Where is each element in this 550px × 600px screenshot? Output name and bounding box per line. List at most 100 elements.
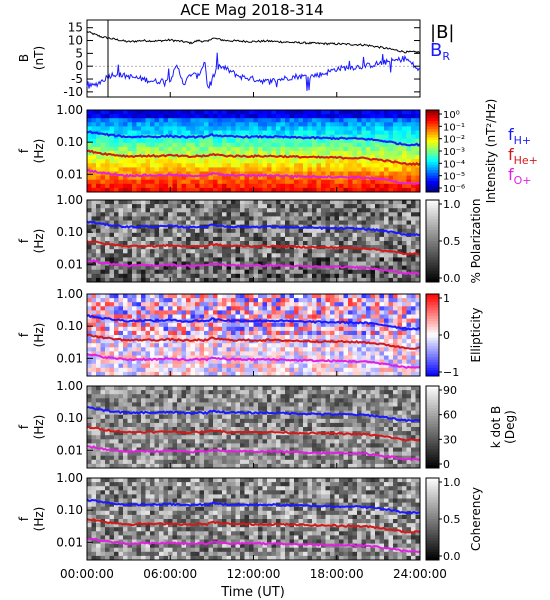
- spectrogram-cell: [276, 183, 281, 189]
- spectrogram-cell: [222, 200, 227, 205]
- spectrogram-cell: [334, 302, 340, 307]
- spectrogram-cell: [118, 167, 124, 172]
- spectrogram-cell: [154, 443, 160, 448]
- spectrogram-cell: [114, 265, 119, 271]
- spectrogram-cell: [159, 220, 164, 225]
- spectrogram-cell: [244, 265, 250, 271]
- spectrogram-cell: [397, 167, 403, 172]
- spectrogram-cell: [127, 171, 133, 176]
- spectrogram-cell: [150, 257, 155, 262]
- spectrogram-cell: [334, 335, 340, 340]
- spectrogram-cell: [91, 418, 97, 424]
- spectrogram-cell: [235, 302, 241, 307]
- spectrogram-cell: [262, 351, 268, 356]
- spectrogram-cell: [240, 314, 245, 319]
- spectrogram-cell: [244, 146, 250, 152]
- spectrogram-cell: [397, 236, 403, 242]
- spectrogram-cell: [87, 245, 92, 250]
- spectrogram-cell: [393, 122, 398, 127]
- spectrogram-cell: [312, 257, 317, 262]
- spectrogram-cell: [303, 212, 308, 217]
- spectrogram-cell: [253, 306, 259, 311]
- spectrogram-cell: [384, 318, 389, 324]
- spectrogram-cell: [406, 212, 412, 217]
- spectrogram-cell: [361, 142, 367, 148]
- colorbar-step: [426, 148, 439, 152]
- spectrogram-cell: [105, 294, 110, 299]
- spectrogram-cell: [231, 371, 236, 377]
- spectrogram-cell: [105, 455, 110, 461]
- spectrogram-cell: [321, 326, 326, 332]
- spectrogram-cell: [361, 371, 367, 377]
- spectrogram-cell: [208, 367, 214, 373]
- spectrogram-cell: [316, 249, 322, 254]
- spectrogram-cell: [415, 216, 421, 221]
- spectrogram-cell: [280, 371, 286, 377]
- spectrogram-cell: [177, 142, 182, 148]
- spectrogram-cell: [87, 216, 92, 221]
- spectrogram-cell: [123, 216, 128, 221]
- spectrogram-cell: [136, 249, 142, 254]
- spectrogram-cell: [186, 216, 191, 221]
- spectrogram-cell: [181, 363, 187, 369]
- spectrogram-cell: [357, 314, 362, 319]
- spectrogram-cell: [141, 394, 146, 399]
- spectrogram-cell: [298, 122, 304, 127]
- spectrogram-cell: [213, 163, 218, 168]
- spectrogram-cell: [154, 394, 160, 399]
- spectrogram-cell: [352, 253, 358, 258]
- spectrogram-cell: [163, 236, 169, 242]
- spectrogram-cell: [100, 394, 106, 399]
- spectrogram-cell: [411, 310, 416, 315]
- spectrogram-cell: [249, 122, 254, 127]
- spectrogram-cell: [235, 257, 241, 262]
- spectrogram-cell: [303, 322, 308, 328]
- spectrogram-cell: [267, 138, 272, 144]
- spectrogram-cell: [384, 269, 389, 275]
- spectrogram-cell: [118, 269, 124, 275]
- spectrogram-cell: [118, 439, 124, 444]
- spectrogram-cell: [330, 171, 335, 176]
- spectrogram-cell: [181, 245, 187, 250]
- spectrogram-cell: [334, 298, 340, 303]
- spectrogram-cell: [406, 318, 412, 324]
- colorbar-step: [426, 167, 439, 171]
- spectrogram-cell: [231, 138, 236, 144]
- spectrogram-cell: [136, 314, 142, 319]
- spectrogram-cell: [289, 359, 295, 365]
- spectrogram-cell: [379, 200, 385, 205]
- spectrogram-cell: [352, 151, 358, 156]
- spectrogram-cell: [271, 200, 277, 205]
- spectrogram-cell: [141, 183, 146, 189]
- spectrogram-cell: [388, 163, 394, 168]
- spectrogram-cell: [132, 298, 137, 303]
- spectrogram-cell: [150, 151, 155, 156]
- spectrogram-cell: [285, 228, 290, 234]
- colorbar-step: [426, 175, 439, 179]
- spectrogram-cell: [316, 371, 322, 377]
- spectrogram-cell: [127, 253, 133, 258]
- spectrogram-cell: [361, 187, 367, 193]
- spectrogram-cell: [132, 159, 137, 164]
- spectrogram-cell: [240, 294, 245, 299]
- spectrogram-cell: [298, 330, 304, 336]
- spectrogram-cell: [213, 347, 218, 352]
- spectrogram-cell: [415, 249, 421, 254]
- spectrogram-cell: [136, 269, 142, 275]
- spectrogram-cell: [258, 343, 263, 348]
- spectrogram-cell: [357, 326, 362, 332]
- spectrogram-cell: [150, 431, 155, 436]
- spectrogram-cell: [168, 183, 173, 189]
- spectrogram-cell: [312, 187, 317, 193]
- spectrogram-cell: [226, 122, 232, 127]
- spectrogram-cell: [231, 330, 236, 336]
- spectrogram-cell: [406, 306, 412, 311]
- spectrogram-cell: [91, 228, 97, 234]
- spectrogram-cell: [384, 326, 389, 332]
- spectrogram-cell: [411, 163, 416, 168]
- spectrogram-cell: [325, 118, 331, 123]
- spectrogram-cell: [280, 367, 286, 373]
- spectrogram-cell: [235, 355, 241, 360]
- spectrogram-cell: [141, 414, 146, 420]
- spectrogram-cell: [321, 138, 326, 144]
